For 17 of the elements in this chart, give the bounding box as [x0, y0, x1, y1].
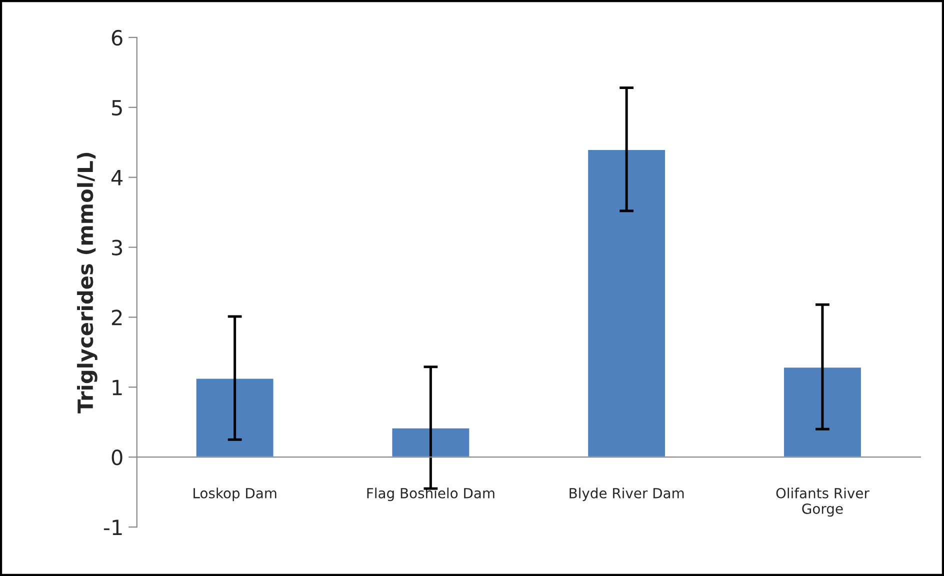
y-tick-label: 6	[112, 30, 122, 46]
y-axis-title: Triglycerides (mmol/L)	[77, 152, 98, 414]
y-tick-label: 5	[112, 100, 122, 116]
bar	[586, 148, 666, 458]
x-tick-label: Loskop Dam	[194, 488, 276, 502]
y-tick-label: 4	[111, 170, 123, 186]
y-tick-label: -1	[104, 520, 122, 535]
bar	[194, 377, 275, 458]
y-tick-label: 1	[112, 380, 122, 396]
x-tick-label: Blyde River Dam	[570, 488, 684, 502]
bar	[782, 366, 862, 458]
x-tick-label: Flag Boshielo Dam	[367, 488, 494, 502]
y-tick-label: 2	[112, 310, 122, 326]
x-tick-label: Olifants River Gorge	[776, 488, 870, 517]
y-tick-label: 0	[112, 450, 122, 466]
y-tick-label: 3	[112, 240, 122, 256]
bar	[390, 427, 471, 458]
